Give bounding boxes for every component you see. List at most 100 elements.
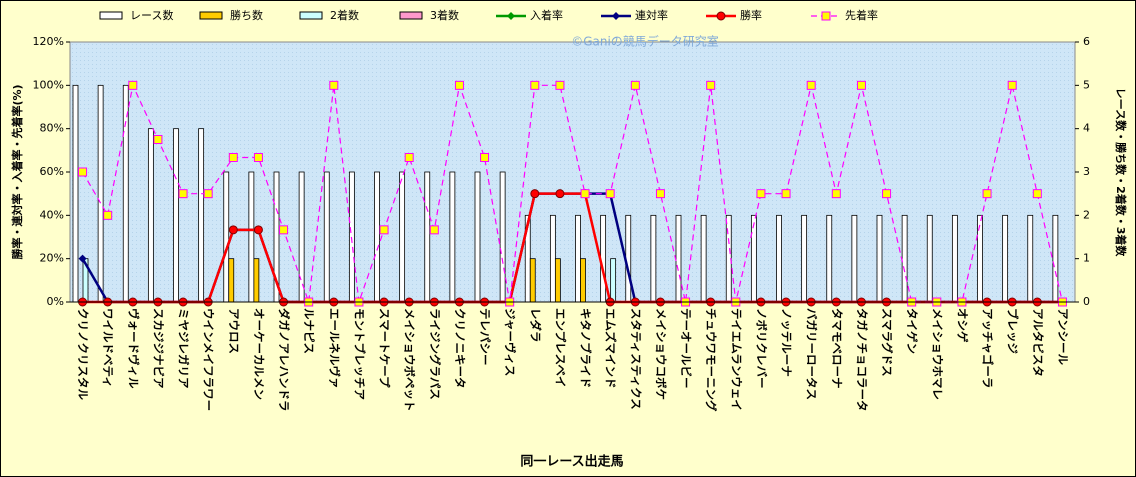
- x-tick-label: ワイルドベティ: [101, 308, 115, 388]
- bar: [776, 214, 782, 303]
- x-tick-label: バガリーロータス: [805, 308, 819, 400]
- point: [253, 225, 263, 235]
- legend-marker: [612, 12, 620, 20]
- x-tick-label: エンプレスベイ: [553, 308, 567, 387]
- point: [279, 225, 289, 235]
- bar: [554, 258, 561, 303]
- y-tick-label: 0%: [47, 295, 64, 308]
- y2-tick-label: 3: [1083, 165, 1090, 178]
- y-tick-label: 80%: [40, 122, 64, 135]
- bar: [72, 84, 79, 303]
- point: [580, 189, 590, 199]
- bar: [323, 171, 330, 303]
- x-tick-label: チュウワモーニング: [704, 308, 718, 412]
- bar: [951, 214, 958, 303]
- y2-axis-title: レース数・勝ち数・2着数・3着数: [1114, 88, 1128, 258]
- bar: [223, 171, 230, 303]
- legend-marker: [821, 11, 831, 21]
- point: [630, 80, 640, 90]
- x-tick-label: キタノブライド: [579, 308, 593, 388]
- watermark: ©Ganiの競馬データ研究室: [571, 34, 719, 49]
- bar: [876, 214, 883, 303]
- x-tick-label: スタティスティクス: [629, 308, 643, 410]
- point: [228, 152, 238, 162]
- legend-marker: [507, 12, 515, 20]
- point: [706, 80, 716, 90]
- legend-label: レース数: [130, 9, 173, 22]
- x-tick-label: スマラグドス: [880, 308, 894, 377]
- bar: [198, 128, 205, 303]
- x-tick-label: メイショウホマレ: [930, 308, 944, 400]
- y2-tick-label: 6: [1083, 35, 1090, 48]
- bar: [474, 171, 481, 303]
- bar: [298, 171, 305, 303]
- x-tick-label: タガノチョコラータ: [855, 308, 869, 412]
- legend-label: 勝ち数: [230, 8, 263, 22]
- bar: [173, 128, 179, 303]
- x-tick-label: ノッテルーナ: [780, 308, 794, 377]
- bar: [1002, 214, 1009, 303]
- x-tick-label: テレパシー: [478, 308, 492, 366]
- bar: [650, 214, 657, 303]
- bar: [147, 128, 154, 303]
- y-tick-label: 40%: [40, 208, 64, 221]
- y-tick-label: 20%: [40, 252, 64, 265]
- y2-tick-label: 1: [1083, 252, 1090, 265]
- x-tick-label: テイエムランウェイ: [729, 308, 743, 411]
- point: [781, 189, 791, 199]
- point: [329, 80, 339, 90]
- bar: [499, 171, 506, 303]
- legend-label: 勝率: [740, 8, 762, 22]
- y2-tick-label: 0: [1083, 295, 1090, 308]
- point: [379, 225, 389, 235]
- x-tick-label: ルナピス: [302, 308, 316, 354]
- bar: [228, 258, 235, 303]
- point: [806, 80, 816, 90]
- legend-label: 先着率: [845, 8, 878, 22]
- x-tick-label: エールネルヴァ: [327, 308, 341, 389]
- y2-tick-label: 5: [1083, 78, 1090, 91]
- point: [555, 80, 565, 90]
- point: [454, 80, 464, 90]
- point: [655, 189, 665, 199]
- legend-marker: [716, 11, 726, 21]
- x-tick-label: クリノクリスタル: [76, 308, 90, 400]
- x-tick-label: スマートケープ: [378, 308, 392, 388]
- point: [178, 189, 188, 199]
- x-tick-label: テーオールビー: [679, 308, 693, 389]
- bar: [926, 214, 933, 303]
- point: [128, 80, 138, 90]
- point: [228, 225, 238, 235]
- x-tick-label: オーケーカルメン: [252, 308, 266, 400]
- bar: [801, 214, 808, 303]
- point: [555, 189, 565, 199]
- x-tick-label: メイショウボペット: [403, 308, 417, 412]
- x-tick-label: エムズマインド: [604, 308, 618, 389]
- y2-tick-label: 4: [1083, 122, 1090, 135]
- legend-label: 入着率: [530, 8, 563, 22]
- point: [856, 80, 866, 90]
- x-tick-label: モントブレッチア: [352, 308, 366, 400]
- bar: [122, 84, 129, 303]
- bar: [826, 214, 833, 303]
- bar: [97, 84, 104, 303]
- point: [429, 225, 439, 235]
- point: [404, 152, 414, 162]
- legend-label: 連対率: [635, 8, 668, 22]
- bar: [580, 258, 586, 303]
- point: [882, 189, 892, 199]
- bar: [374, 171, 380, 303]
- point: [1007, 80, 1017, 90]
- bar: [253, 258, 260, 303]
- bar: [750, 214, 757, 303]
- x-tick-label: ライジングラパス: [428, 308, 442, 400]
- x-tick-label: アッチャゴーラ: [981, 308, 995, 388]
- y2-tick-label: 2: [1083, 208, 1090, 221]
- legend-swatch: [399, 11, 423, 20]
- x-tick-label: タマモベローナ: [830, 308, 844, 389]
- point: [605, 189, 615, 199]
- bar: [449, 171, 456, 303]
- x-tick-label: アルタビスタ: [1031, 308, 1045, 377]
- x-tick-label: アンシール: [1056, 308, 1070, 366]
